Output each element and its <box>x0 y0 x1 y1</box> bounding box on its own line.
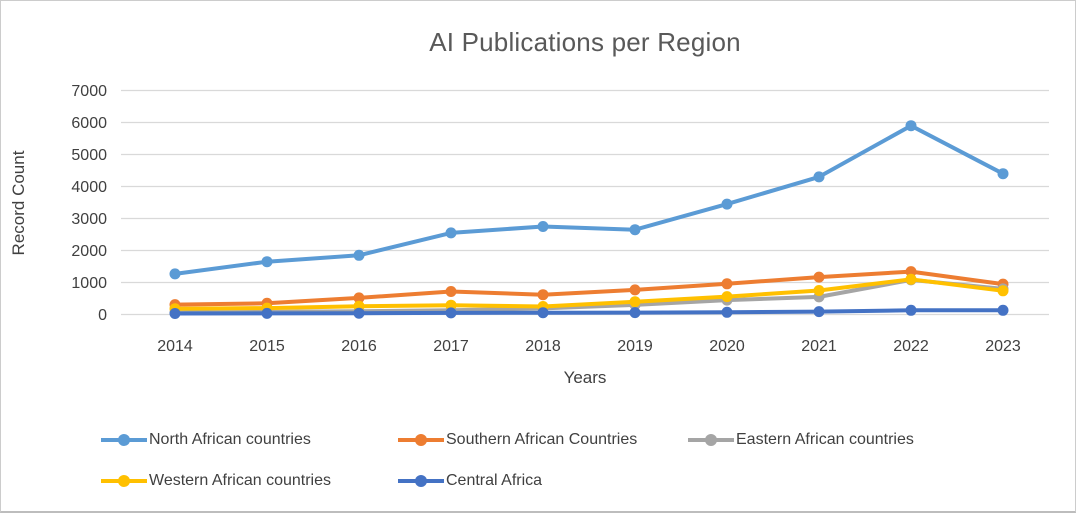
y-tick-label: 7000 <box>71 83 107 100</box>
legend-line-marker-icon <box>101 475 147 487</box>
x-tick-label: 2015 <box>249 338 285 355</box>
data-point-marker <box>629 284 641 296</box>
legend-row: North African countries Southern African … <box>101 429 914 451</box>
data-point-marker <box>629 296 641 308</box>
x-tick-label: 2020 <box>709 338 745 355</box>
data-point-marker <box>813 171 825 183</box>
data-point-marker <box>905 120 917 132</box>
legend-label: Eastern African countries <box>736 431 914 448</box>
data-point-marker <box>629 224 641 236</box>
data-point-marker <box>445 286 457 297</box>
chart-title: AI Publications per Region <box>429 27 741 57</box>
data-point-marker <box>997 304 1009 316</box>
y-tick-label: 6000 <box>71 115 107 132</box>
data-point-marker <box>445 227 457 239</box>
y-tick-label: 3000 <box>71 211 107 228</box>
legend-row: Western African countries Central Africa <box>101 470 914 492</box>
x-tick-label: 2016 <box>341 338 377 355</box>
legend-item: Southern African Countries <box>398 431 688 449</box>
data-point-marker <box>261 256 273 268</box>
data-point-marker <box>721 198 733 210</box>
x-tick-label: 2023 <box>985 338 1021 355</box>
x-tick-label: 2014 <box>157 338 193 355</box>
data-point-marker <box>721 291 733 303</box>
legend-line-marker-icon <box>398 475 444 487</box>
series-line <box>173 308 1005 316</box>
data-point-marker <box>629 307 641 319</box>
series-line <box>173 123 1005 276</box>
y-tick-label: 5000 <box>71 147 107 164</box>
x-tick-label: 2022 <box>893 338 929 355</box>
legend-line-marker-icon <box>101 434 147 446</box>
y-tick-label: 4000 <box>71 179 107 196</box>
x-tick-label: 2018 <box>525 338 561 355</box>
data-point-marker <box>537 289 549 301</box>
x-tick-label: 2021 <box>801 338 837 355</box>
legend-item: Western African countries <box>101 472 398 490</box>
data-point-marker <box>445 307 457 319</box>
x-tick-label: 2019 <box>617 338 653 355</box>
plot-area: 0 1000 2000 3000 4000 5000 6000 7000 2014 2015 201… <box>71 83 1049 355</box>
y-tick-label: 1000 <box>71 275 107 292</box>
data-point-marker <box>721 306 733 318</box>
data-point-marker <box>169 268 181 280</box>
x-tick-label: 2017 <box>433 338 469 355</box>
data-point-marker <box>353 249 365 261</box>
data-point-marker <box>261 307 273 319</box>
y-tick-label: 2000 <box>71 243 107 260</box>
data-point-marker <box>905 266 917 278</box>
data-point-marker <box>997 285 1009 297</box>
data-point-marker <box>537 221 549 232</box>
data-point-marker <box>537 307 549 319</box>
legend-label: Central Africa <box>446 472 543 489</box>
legend-item: Central Africa <box>398 472 688 490</box>
x-axis-title: Years <box>563 368 607 387</box>
data-point-marker <box>997 168 1009 180</box>
legend-item: North African countries <box>101 431 398 449</box>
data-point-marker <box>813 285 825 296</box>
legend-line-marker-icon <box>688 434 734 446</box>
y-tick-label: 0 <box>98 307 107 324</box>
legend-line-marker-icon <box>398 434 444 446</box>
data-point-marker <box>353 292 365 304</box>
data-point-marker <box>169 308 181 319</box>
legend-label: Western African countries <box>149 472 332 489</box>
legend-item: Eastern African countries <box>688 431 914 449</box>
data-point-marker <box>445 299 457 311</box>
legend-label: North African countries <box>149 431 311 448</box>
data-point-marker <box>353 307 365 319</box>
data-point-marker <box>813 271 825 283</box>
data-point-marker <box>905 304 917 316</box>
legend: North African countries Southern African … <box>101 429 914 511</box>
data-point-marker <box>813 306 825 318</box>
series-line <box>173 269 1005 307</box>
series-line <box>173 277 1005 311</box>
data-point-marker <box>905 273 917 285</box>
data-point-marker <box>721 278 733 290</box>
legend-label: Southern African Countries <box>446 431 638 448</box>
